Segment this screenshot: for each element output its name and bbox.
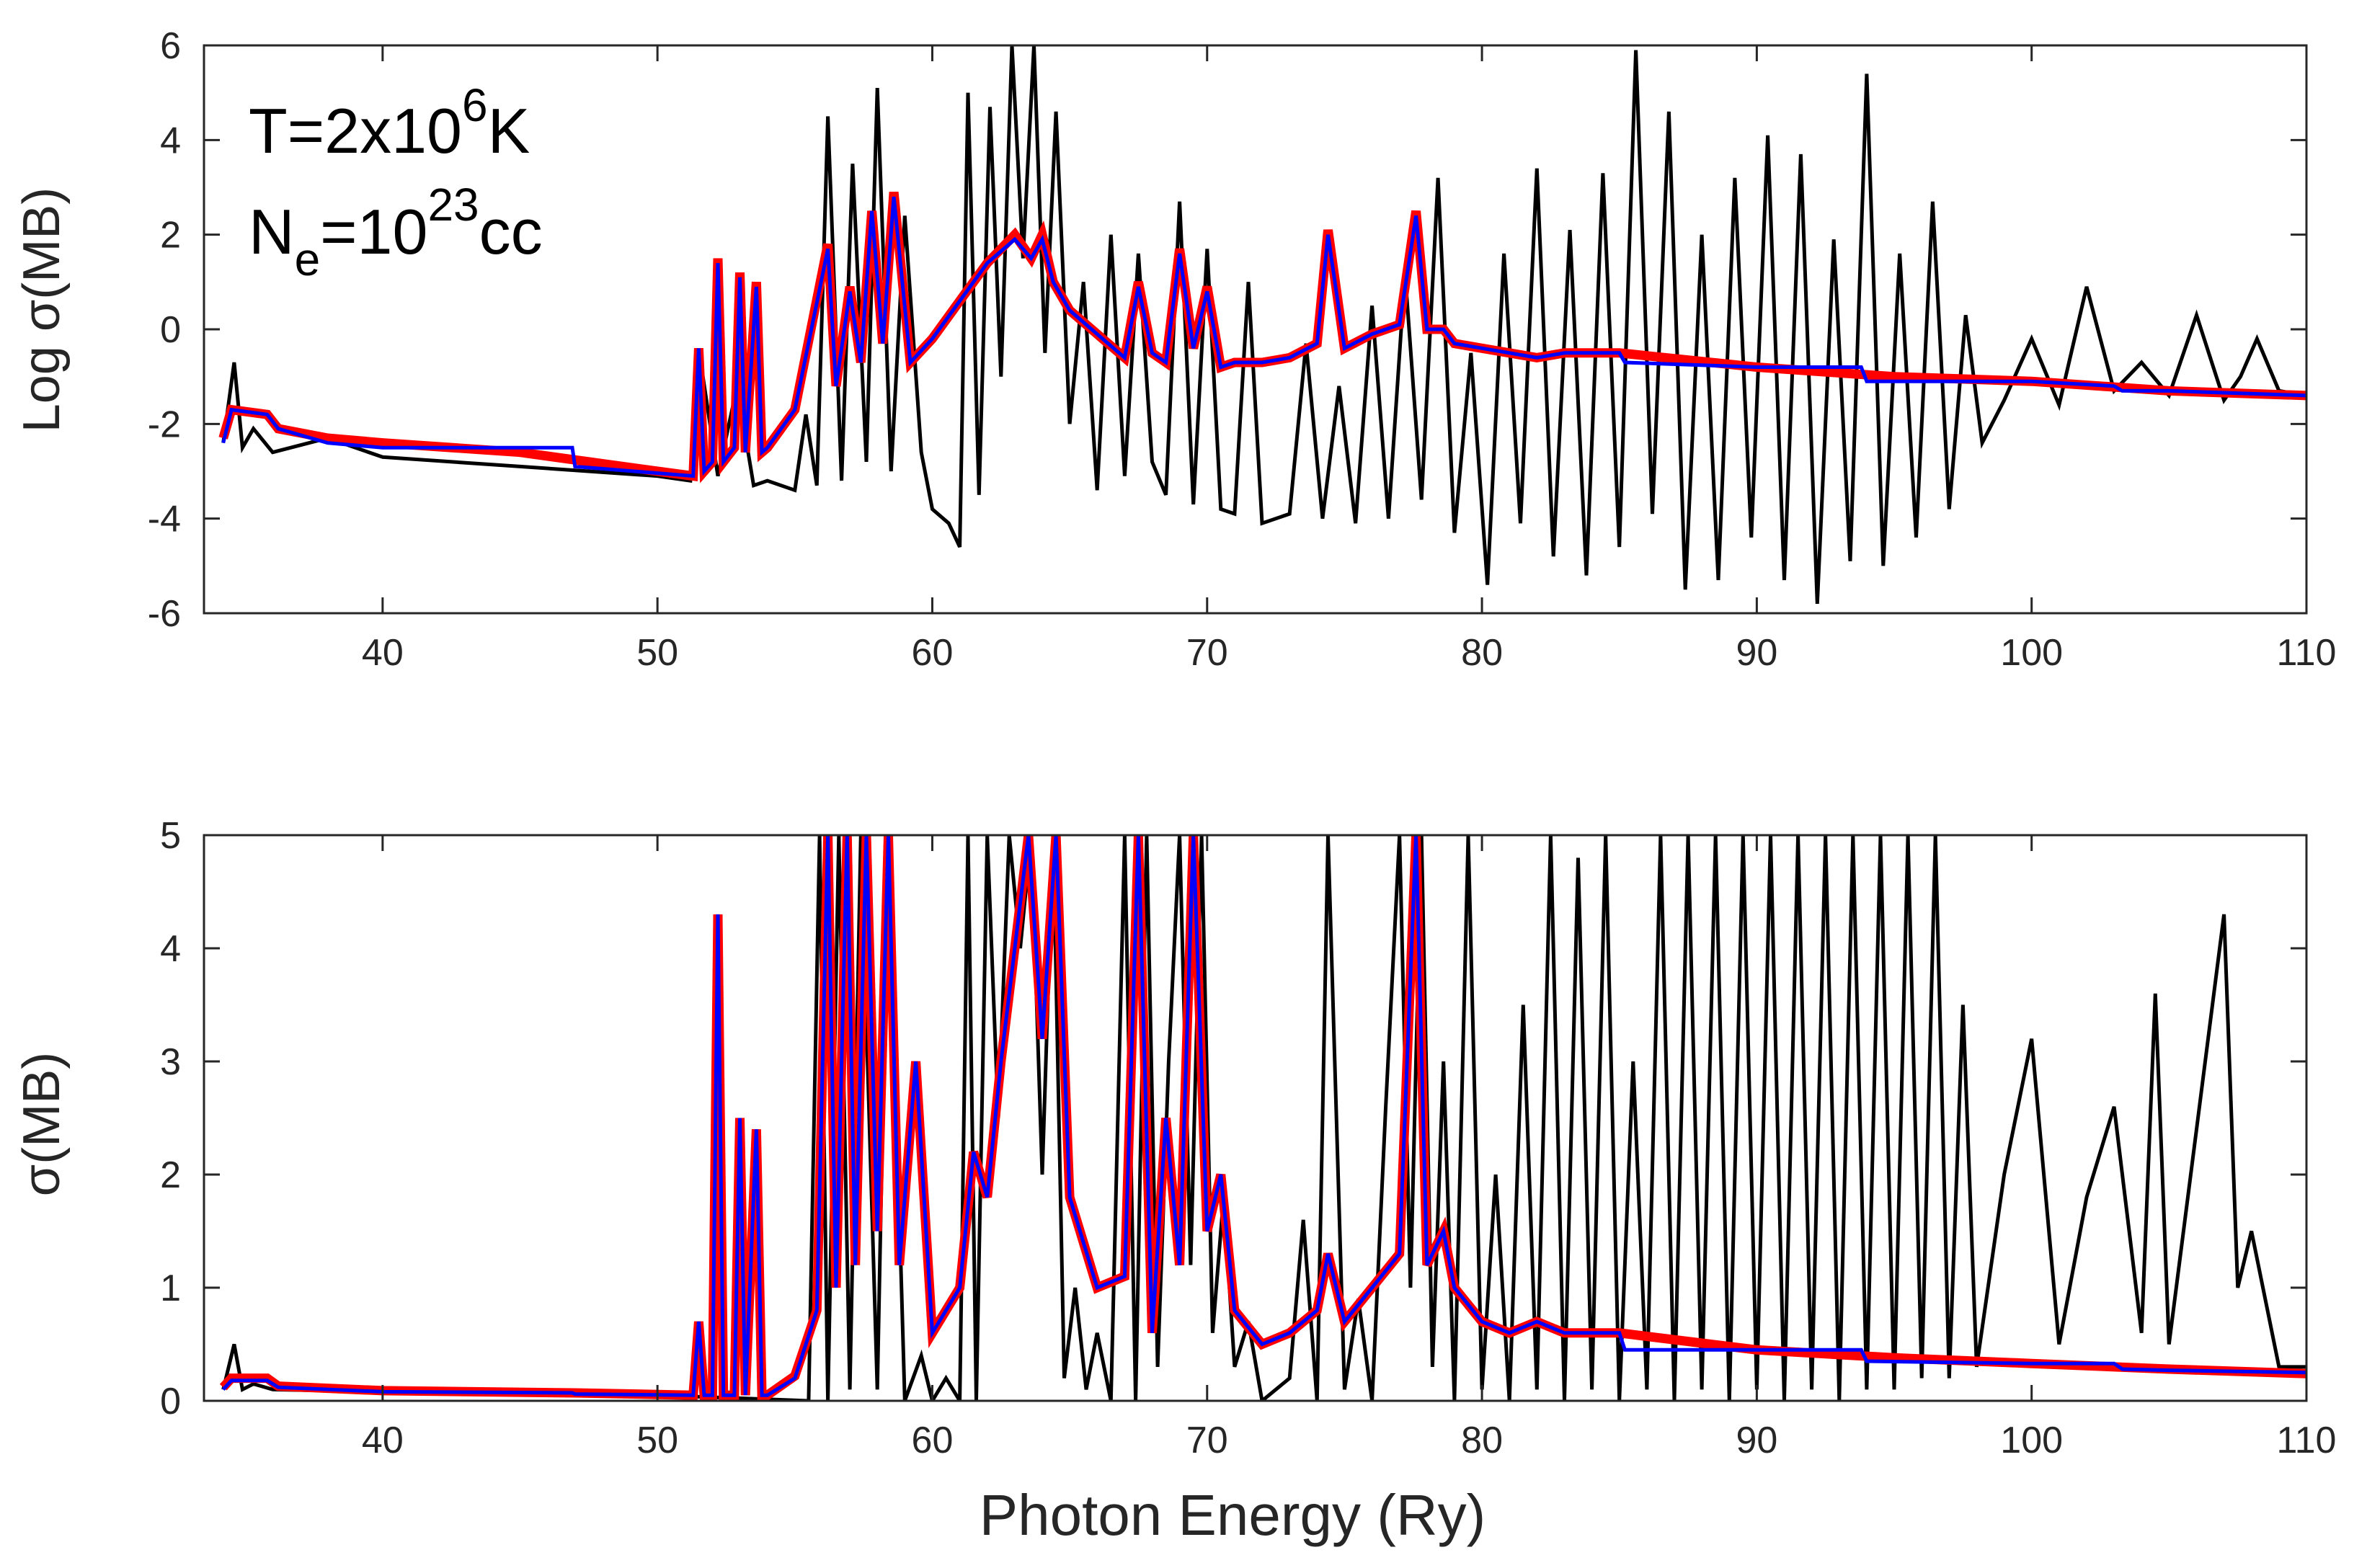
y-tick-label: 6 (160, 25, 181, 67)
y-tick-label: 2 (160, 215, 181, 257)
x-tick-label: 50 (636, 632, 678, 674)
x-tick-label: 90 (1736, 632, 1777, 674)
density-suffix: cc (479, 196, 543, 267)
x-tick-label: 90 (1736, 1420, 1777, 1461)
x-tick-label: 70 (1186, 1420, 1228, 1461)
density-middle: =10 (320, 196, 427, 267)
chart-top: 40 50 60 70 80 90 100 110 -6 -4 -2 0 2 4 6 (148, 25, 2337, 674)
series-fine-mesh (221, 196, 2306, 478)
y-tick-label: -6 (148, 593, 181, 635)
density-exponent: 23 (427, 179, 479, 231)
x-tick-label: 70 (1186, 632, 1228, 674)
x-tick-label: 80 (1461, 632, 1503, 674)
x-tick-label: 40 (362, 1420, 404, 1461)
x-tick-label: 110 (2277, 632, 2337, 674)
top-ylabel: Log σ(MB) (13, 187, 71, 433)
density-subscript: e (295, 233, 321, 285)
x-tick-label: 100 (2000, 1420, 2063, 1461)
series-fine-mesh (221, 835, 2306, 1397)
y-tick-label: 4 (160, 928, 181, 970)
series-detailed (221, 835, 2306, 1401)
bottom-ylabel: σ(MB) (13, 1052, 71, 1196)
x-tick-label: 60 (912, 1420, 954, 1461)
series-detailed (221, 45, 2306, 605)
x-tick-label: 60 (912, 632, 954, 674)
chart-bottom: 40 50 60 70 80 90 100 110 0 1 2 3 4 5 (160, 815, 2336, 1461)
density-annotation: Ne=1023cc (249, 179, 543, 285)
temperature-prefix: T=2x10 (249, 95, 462, 166)
y-tick-label: 0 (160, 309, 181, 351)
y-tick-label: 0 (160, 1381, 181, 1422)
y-tick-label: 2 (160, 1154, 181, 1196)
x-tick-label: 40 (362, 632, 404, 674)
temperature-exponent: 6 (462, 79, 488, 131)
y-tick-label: -2 (148, 404, 181, 445)
y-tick-label: 3 (160, 1041, 181, 1083)
y-tick-label: 5 (160, 815, 181, 857)
x-tick-label: 100 (2000, 632, 2063, 674)
density-prefix: N (249, 196, 295, 267)
y-tick-label: -4 (148, 499, 181, 540)
temperature-annotation: T=2x106K (249, 79, 530, 166)
temperature-suffix: K (488, 95, 530, 166)
x-axis-label: Photon Energy (Ry) (980, 1483, 1486, 1547)
x-tick-label: 80 (1461, 1420, 1503, 1461)
y-tick-label: 4 (160, 120, 181, 161)
x-tick-label: 110 (2277, 1420, 2337, 1461)
axes-box (203, 834, 2308, 1402)
y-tick-label: 1 (160, 1268, 181, 1309)
x-tick-label: 50 (636, 1420, 678, 1461)
